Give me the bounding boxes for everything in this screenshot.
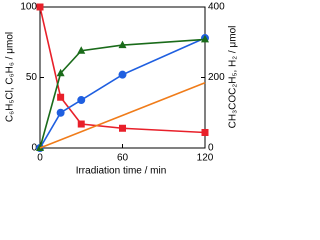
marker — [118, 40, 127, 49]
marker — [36, 3, 44, 11]
marker — [118, 70, 127, 79]
series-line — [39, 82, 206, 149]
marker — [77, 96, 86, 105]
x-axis-label: Irradiation time / min — [76, 166, 167, 177]
x-tick-label: 0 — [37, 153, 43, 164]
x-tick-label: 120 — [197, 153, 214, 164]
y2-tick-label: 200 — [208, 72, 225, 83]
y2-tick-label: 400 — [208, 2, 225, 13]
marker — [56, 68, 65, 77]
y2-axis-label: CH₃COC₂H₅, H₂ / μmol — [228, 26, 239, 129]
y-tick-label: 100 — [20, 2, 37, 13]
marker — [57, 93, 65, 101]
x-tick-label: 60 — [117, 153, 129, 164]
chart: Irradiation time / min C₆H₅Cl, C₆H₆ / μm… — [5, 2, 239, 177]
marker — [119, 124, 126, 132]
marker — [56, 108, 65, 117]
marker — [201, 128, 209, 136]
marker — [77, 46, 86, 54]
y-tick-label: 0 — [31, 143, 37, 154]
y-tick-label: 50 — [26, 72, 38, 83]
marker — [77, 120, 85, 128]
y2-tick-label: 0 — [208, 143, 214, 154]
y-axis-label: C₆H₅Cl, C₆H₆ / μmol — [5, 32, 16, 122]
marker — [201, 34, 209, 43]
